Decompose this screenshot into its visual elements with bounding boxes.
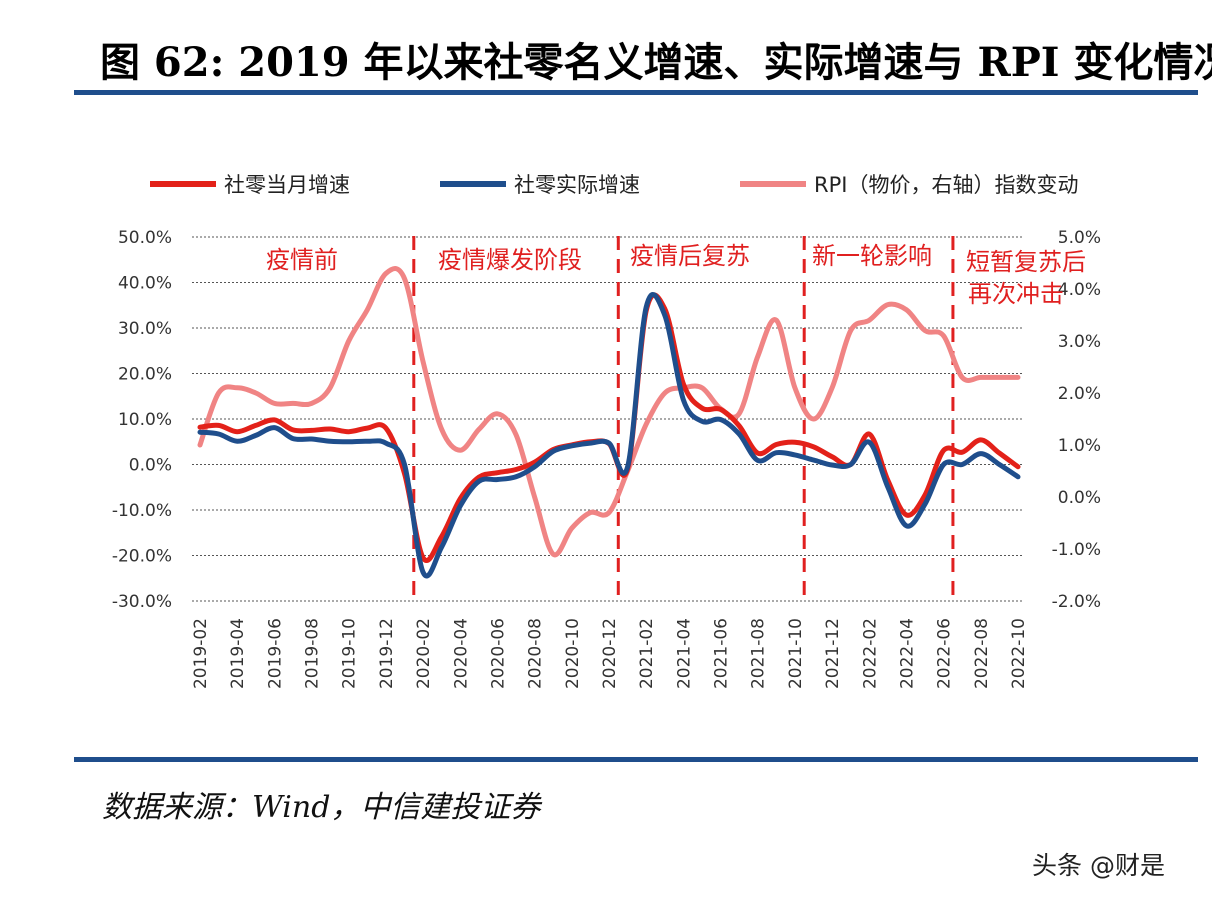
left-tick-label: 30.0% — [118, 319, 172, 339]
x-tick-label: 2020-04 — [451, 618, 471, 689]
x-tick-label: 2022-08 — [972, 618, 992, 689]
x-tick-label: 2021-04 — [674, 618, 694, 689]
left-tick-label: -30.0% — [112, 592, 172, 612]
x-tick-label: 2020-06 — [488, 618, 508, 689]
phase-label: 再次冲击 — [968, 280, 1064, 308]
source-note: 数据来源：Wind，中信建投证券 — [102, 790, 541, 825]
left-tick-label: 20.0% — [118, 365, 172, 385]
right-tick-label: 2.0% — [1058, 384, 1101, 404]
legend-label: 社零实际增速 — [514, 173, 640, 197]
title-rule — [74, 90, 1198, 95]
right-axis: 5.0% 4.0% 3.0% 2.0% 1.0% 0.0% -1.0% -2.0% — [1052, 228, 1101, 612]
chart: 50.0% 40.0% 30.0% 20.0% 10.0% 0.0% -10.0% -20.0… — [112, 173, 1101, 689]
x-tick-label: 2021-12 — [823, 618, 843, 689]
nominal-growth-line — [197, 292, 1021, 563]
x-tick-label: 2021-08 — [749, 618, 769, 689]
left-tick-label: -10.0% — [112, 501, 172, 521]
footer-rule — [74, 757, 1198, 762]
x-axis: 2019-02 2019-04 2019-06 2019-08 2019-10 2019-… — [191, 618, 1029, 689]
x-tick-label: 2019-08 — [303, 618, 323, 689]
x-tick-label: 2020-12 — [600, 618, 620, 689]
left-tick-label: 10.0% — [118, 410, 172, 430]
x-tick-label: 2021-06 — [712, 618, 732, 689]
left-axis: 50.0% 40.0% 30.0% 20.0% 10.0% 0.0% -10.0% -20.0… — [112, 228, 172, 612]
grid-lines — [192, 236, 1022, 602]
right-tick-label: 5.0% — [1058, 228, 1101, 248]
x-tick-label: 2019-12 — [377, 618, 397, 689]
left-tick-label: -20.0% — [112, 547, 172, 567]
x-tick-label: 2020-02 — [414, 618, 434, 689]
phase-label: 疫情爆发阶段 — [438, 246, 582, 274]
phase-label: 短暂复苏后 — [966, 248, 1086, 276]
legend: 社零当月增速 社零实际增速 RPI（物价，右轴）指数变动 — [150, 173, 1078, 197]
x-tick-label: 2022-06 — [935, 618, 955, 689]
right-tick-label: 4.0% — [1058, 280, 1101, 300]
x-tick-label: 2022-10 — [1009, 618, 1029, 689]
rpi-line — [197, 266, 1021, 558]
x-tick-label: 2019-02 — [191, 618, 211, 689]
phase-label: 新一轮影响 — [812, 242, 932, 270]
x-tick-label: 2021-02 — [637, 618, 657, 689]
x-tick-label: 2020-08 — [526, 618, 546, 689]
page-title: 图 62: 2019 年以来社零名义增速、实际增速与 RPI 变化情况 — [100, 39, 1212, 86]
right-tick-label: -2.0% — [1052, 592, 1101, 612]
x-tick-label: 2019-06 — [265, 618, 285, 689]
x-tick-label: 2022-04 — [897, 618, 917, 689]
x-tick-label: 2020-10 — [563, 618, 583, 689]
right-tick-label: 1.0% — [1058, 436, 1101, 456]
phase-label: 疫情前 — [266, 246, 338, 274]
x-tick-label: 2021-10 — [786, 618, 806, 689]
right-tick-label: -1.0% — [1052, 540, 1101, 560]
legend-label: RPI（物价，右轴）指数变动 — [814, 173, 1078, 197]
watermark: 头条 @财是 — [1032, 851, 1165, 880]
right-tick-label: 3.0% — [1058, 332, 1101, 352]
x-tick-label: 2022-02 — [860, 618, 880, 689]
left-tick-label: 0.0% — [129, 456, 172, 476]
right-tick-label: 0.0% — [1058, 488, 1101, 508]
left-tick-label: 50.0% — [118, 228, 172, 248]
legend-label: 社零当月增速 — [224, 173, 350, 197]
series-lines — [197, 266, 1021, 579]
phase-dividers — [412, 236, 955, 604]
x-tick-label: 2019-04 — [228, 618, 248, 689]
left-tick-label: 40.0% — [118, 274, 172, 294]
phase-label: 疫情后复苏 — [630, 242, 750, 270]
real-growth-line — [197, 291, 1021, 579]
x-tick-label: 2019-10 — [340, 618, 360, 689]
